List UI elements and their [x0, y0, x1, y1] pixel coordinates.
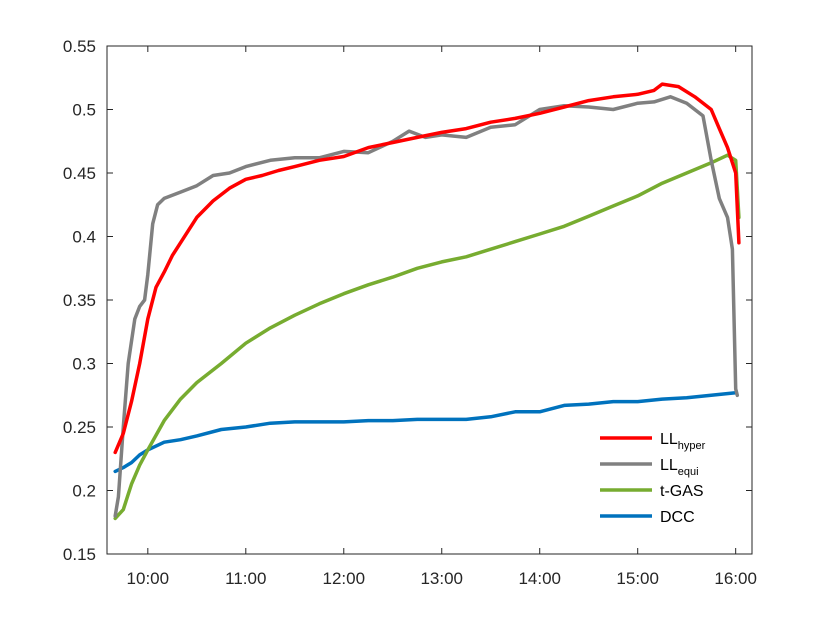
legend-label-name: t-GAS [660, 483, 704, 500]
x-tick-label: 16:00 [714, 569, 757, 588]
legend-label-subscript: hyper [678, 440, 706, 452]
series-line-t-gas [113, 153, 741, 521]
legend-label-name: LL [660, 457, 678, 474]
y-tick-label: 0.3 [72, 355, 96, 374]
series-line-ll-hyper [113, 82, 741, 455]
y-tick-label: 0.2 [72, 482, 96, 501]
y-tick-label: 0.4 [72, 228, 96, 247]
plot-background [107, 46, 752, 554]
legend-label: t-GAS [660, 483, 704, 500]
y-axis: 0.15 0.2 0.25 0.3 0.35 0.4 0.45 0.5 0.55 [63, 37, 752, 564]
x-tick-label: 12:00 [322, 569, 365, 588]
series-layer [113, 82, 741, 521]
legend-label-name: DCC [660, 509, 695, 526]
legend-label: LLhyper [660, 431, 706, 452]
y-tick-label: 0.25 [63, 418, 96, 437]
y-tick-label: 0.15 [63, 545, 96, 564]
y-tick-label: 0.55 [63, 37, 96, 56]
x-tick-label: 13:00 [420, 569, 463, 588]
x-tick-label: 10:00 [127, 569, 170, 588]
legend-label-name: LL [660, 431, 678, 448]
y-tick-label: 0.35 [63, 291, 96, 310]
x-axis: 10:00 11:00 12:00 13:00 14:00 15:00 16:00 [127, 46, 757, 588]
y-tick-label: 0.45 [63, 164, 96, 183]
x-tick-label: 15:00 [616, 569, 659, 588]
x-tick-label: 11:00 [225, 569, 266, 588]
legend-label: DCC [660, 509, 695, 526]
legend-label-subscript: equi [678, 466, 699, 478]
y-tick-label: 0.5 [72, 101, 96, 120]
x-tick-label: 14:00 [518, 569, 561, 588]
legend-label: LLequi [660, 457, 699, 478]
series-line-dcc [113, 390, 738, 474]
